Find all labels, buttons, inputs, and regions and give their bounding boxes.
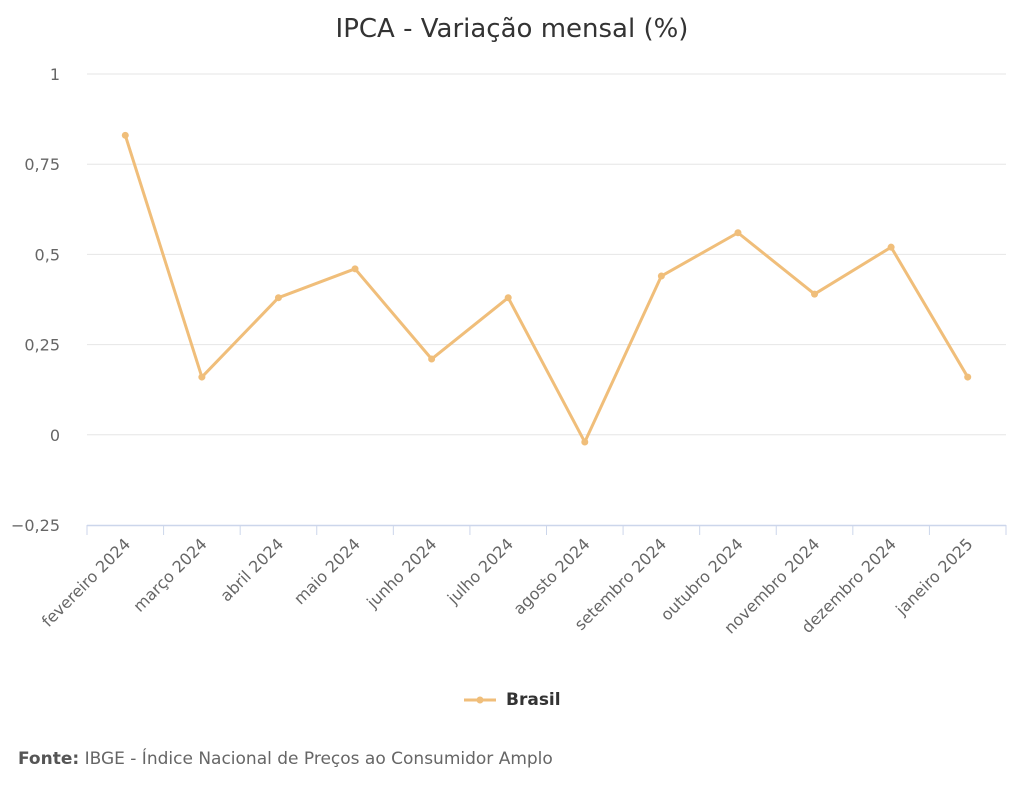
x-tick-label: abril 2024 bbox=[216, 534, 287, 605]
x-tick-label: janeiro 2025 bbox=[891, 534, 976, 619]
y-tick-label: −0,25 bbox=[11, 516, 60, 535]
x-tick-label: julho 2024 bbox=[443, 534, 517, 608]
y-tick-label: 0,75 bbox=[24, 155, 60, 174]
chart-title: IPCA - Variação mensal (%) bbox=[335, 14, 689, 44]
data-point bbox=[428, 355, 436, 363]
data-point bbox=[504, 294, 512, 302]
data-point bbox=[734, 229, 742, 237]
source-note: Fonte: IBGE - Índice Nacional de Preços … bbox=[18, 749, 553, 769]
legend-item-brasil[interactable]: Brasil bbox=[462, 690, 561, 710]
data-point bbox=[964, 373, 972, 381]
data-point bbox=[887, 243, 895, 251]
data-point bbox=[657, 272, 665, 280]
series-line-brasil bbox=[123, 134, 970, 444]
source-text: IBGE - Índice Nacional de Preços ao Cons… bbox=[84, 749, 553, 769]
y-tick-label: 0,25 bbox=[24, 336, 60, 355]
data-point bbox=[811, 290, 819, 298]
data-point bbox=[351, 265, 359, 273]
legend-label: Brasil bbox=[506, 690, 561, 710]
x-tick-label: junho 2024 bbox=[362, 534, 440, 612]
data-point bbox=[198, 373, 206, 381]
y-tick-label: 0,5 bbox=[35, 245, 60, 264]
x-tick-label: fevereiro 2024 bbox=[38, 534, 134, 630]
x-tick-label: agosto 2024 bbox=[510, 534, 594, 618]
x-tick-label: maio 2024 bbox=[290, 534, 364, 608]
data-point bbox=[274, 294, 282, 302]
legend-line-marker-icon bbox=[464, 696, 496, 704]
x-tick-label: março 2024 bbox=[129, 534, 210, 615]
data-point bbox=[121, 131, 129, 139]
y-tick-label: 1 bbox=[50, 65, 60, 84]
y-tick-label: 0 bbox=[50, 426, 60, 445]
source-label: Fonte: bbox=[18, 749, 80, 769]
data-point bbox=[581, 438, 589, 446]
